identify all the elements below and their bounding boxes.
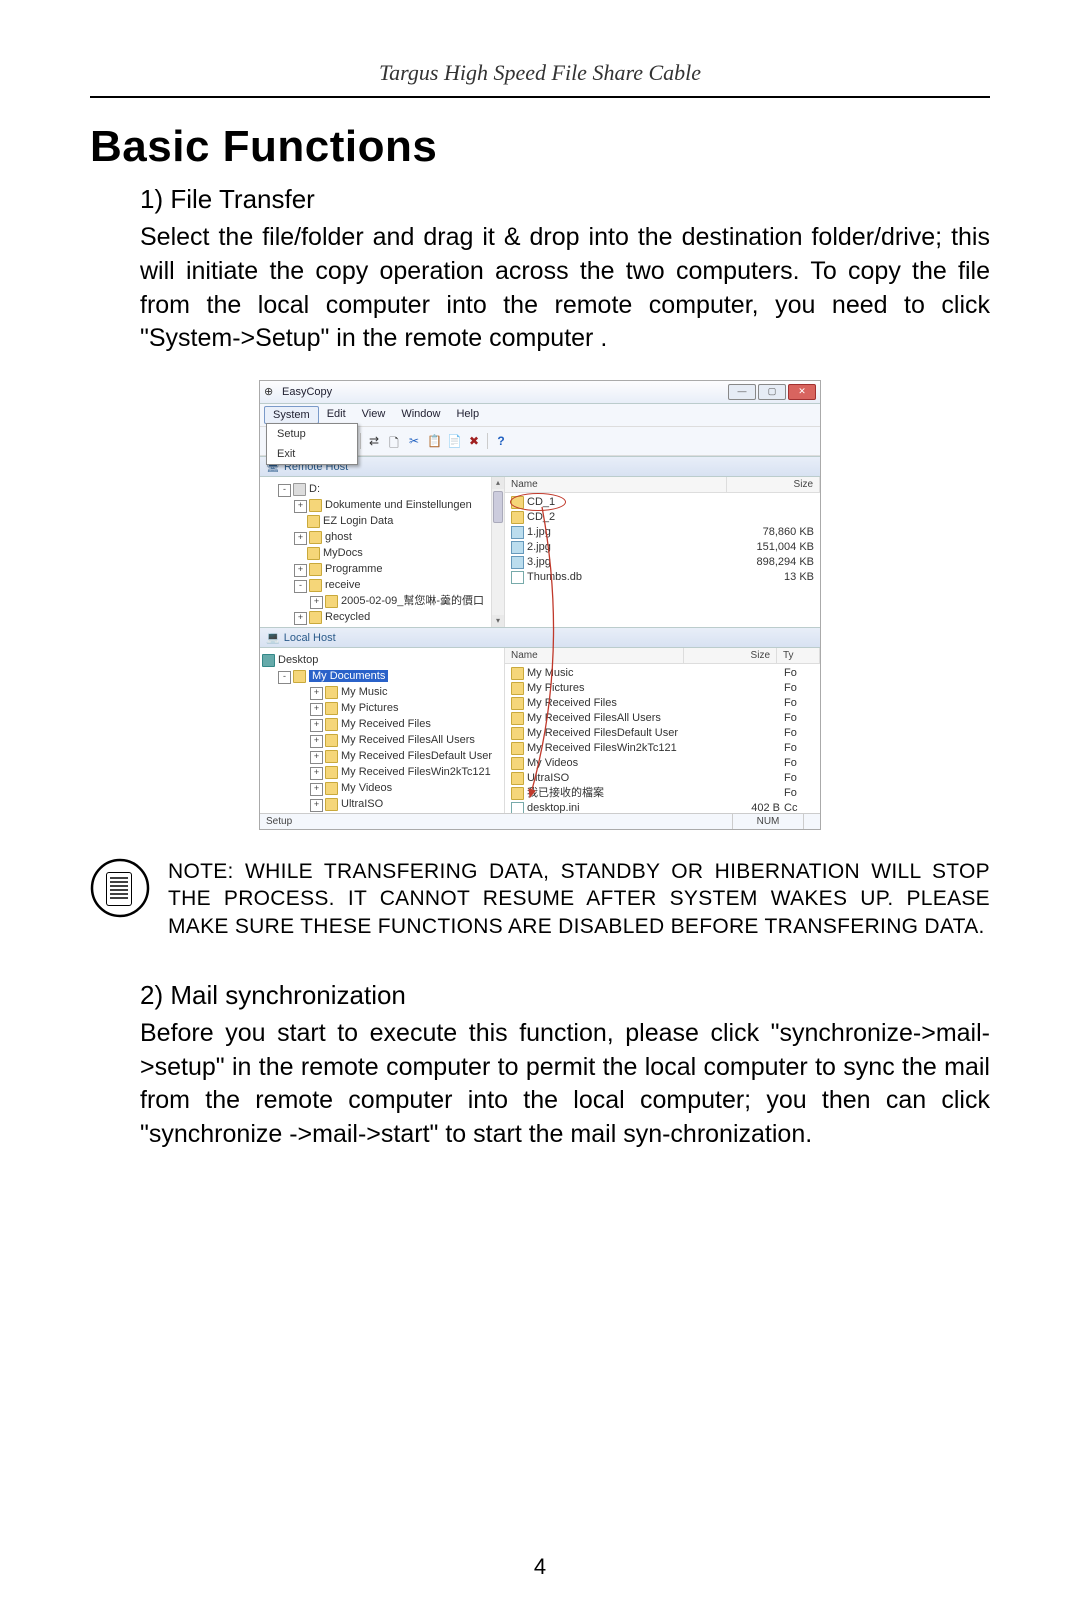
status-num: NUM [732,814,803,829]
maximize-button[interactable]: ▢ [758,384,786,400]
list-item[interactable]: My Received FilesDefault UserFo [505,726,820,741]
list-item[interactable]: 3.jpg898,294 KB [505,555,820,570]
tree-node[interactable]: -receive [262,577,502,593]
list-item[interactable]: Thumbs.db13 KB [505,570,820,585]
local-list[interactable]: Name Size Ty My MusicFoMy PicturesFoMy R… [505,648,820,813]
tree-node[interactable]: +UltraISO [262,796,502,812]
note-icon [90,858,150,918]
delete-icon[interactable]: ✖ [467,434,481,448]
help-icon[interactable]: ? [494,434,508,448]
tree-node[interactable]: EZ Login Data [262,513,502,529]
page-heading: Basic Functions [90,122,990,172]
section2-body: Before you start to execute this functio… [140,1017,990,1152]
menu-edit[interactable]: Edit [319,406,354,424]
tree-node[interactable]: -D: [262,481,502,497]
new-icon[interactable]: 🗋 [387,434,401,448]
remote-tree[interactable]: -D:+Dokumente und EinstellungenEZ Login … [260,477,505,627]
tree-node[interactable]: +Programme [262,561,502,577]
remote-tree-scrollbar[interactable]: ▴▾ [491,477,504,627]
tree-node[interactable]: +My Videos [262,780,502,796]
tree-node[interactable]: +我已接收的檔案 [262,812,502,813]
page-number: 4 [0,1554,1080,1580]
section2-title: 2) Mail synchronization [140,980,990,1011]
section1-title: 1) File Transfer [140,184,990,215]
tree-node[interactable]: +My Received FilesWin2kTc121 [262,764,502,780]
sync-icon[interactable]: ⇄ [367,434,381,448]
tree-node[interactable]: +My Received FilesDefault User [262,748,502,764]
menu-view[interactable]: View [354,406,394,424]
app-icon: ⊕ [264,385,278,399]
tree-desktop[interactable]: Desktop [262,652,502,668]
list-item[interactable]: My Received FilesAll UsersFo [505,711,820,726]
list-item[interactable]: CD_2 [505,510,820,525]
paste-icon[interactable]: 📄 [447,434,461,448]
doc-header: Targus High Speed File Share Cable [90,60,990,98]
copy-icon[interactable]: 📋 [427,434,441,448]
dropdown-setup[interactable]: Setup [267,424,357,444]
col-size[interactable]: Size [727,477,820,492]
tree-node[interactable]: +My Music [262,684,502,700]
tree-node[interactable]: +My Received Files [262,716,502,732]
cut-icon[interactable]: ✂ [407,434,421,448]
remote-list[interactable]: Name Size CD_1CD_21.jpg78,860 KB2.jpg151… [505,477,820,627]
remote-pane: -D:+Dokumente und EinstellungenEZ Login … [260,477,820,627]
tree-node[interactable]: +Dokumente und Einstellungen [262,497,502,513]
tree-mydocs[interactable]: -My Documents [262,668,502,684]
list-item[interactable]: My PicturesFo [505,681,820,696]
menu-help[interactable]: Help [448,406,487,424]
list-item[interactable]: UltraISOFo [505,771,820,786]
list-item[interactable]: CD_1 [505,495,820,510]
list-item[interactable]: desktop.ini402 BCc [505,801,820,813]
menu-window[interactable]: Window [393,406,448,424]
list-item[interactable]: My Received FilesFo [505,696,820,711]
list-item[interactable]: My MusicFo [505,666,820,681]
col-name[interactable]: Name [505,477,727,492]
list-item[interactable]: My VideosFo [505,756,820,771]
tree-node[interactable]: +ghost [262,529,502,545]
note-text: NOTE: WHILE TRANSFERING DATA, STANDBY OR… [168,858,990,940]
col-type[interactable]: Ty [777,648,820,663]
dropdown-exit[interactable]: Exit [267,444,357,464]
system-dropdown: Setup Exit [266,423,358,465]
col-name2[interactable]: Name [505,648,684,663]
list-item[interactable]: 2.jpg151,004 KB [505,540,820,555]
local-pane: Desktop -My Documents +My Music+My Pictu… [260,648,820,813]
tree-node[interactable]: +Recycled [262,609,502,625]
list-item[interactable]: 1.jpg78,860 KB [505,525,820,540]
close-button[interactable]: ✕ [788,384,816,400]
titlebar[interactable]: ⊕ EasyCopy — ▢ ✕ [260,381,820,404]
menu-system[interactable]: System [264,406,319,424]
local-icon: 💻 [266,632,280,644]
section1-body: Select the file/folder and drag it & dro… [140,221,990,356]
easycopy-window: ⊕ EasyCopy — ▢ ✕ System Edit View Window… [259,380,821,830]
tree-node[interactable]: +2005-02-09_幫您啉-羹的價口 [262,593,502,609]
tree-node[interactable]: MyDocs [262,545,502,561]
resize-grip[interactable] [803,814,820,829]
list-item[interactable]: My Received FilesWin2kTc121Fo [505,741,820,756]
list-item[interactable]: 我已接收的檔案Fo [505,786,820,801]
minimize-button[interactable]: — [728,384,756,400]
window-title: EasyCopy [282,386,728,398]
local-host-header: 💻Local Host [260,627,820,648]
status-text: Setup [260,814,732,829]
local-tree[interactable]: Desktop -My Documents +My Music+My Pictu… [260,648,505,813]
col-size2[interactable]: Size [684,648,777,663]
tree-node[interactable]: +My Received FilesAll Users [262,732,502,748]
tree-node[interactable]: +My Pictures [262,700,502,716]
statusbar: Setup NUM [260,813,820,829]
